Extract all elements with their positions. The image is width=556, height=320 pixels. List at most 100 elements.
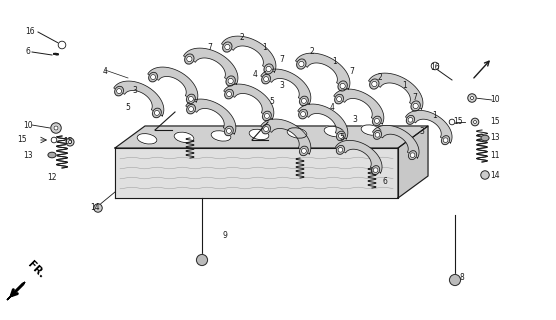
Ellipse shape bbox=[186, 94, 195, 104]
Text: 11: 11 bbox=[490, 150, 500, 159]
Circle shape bbox=[151, 75, 156, 80]
Ellipse shape bbox=[115, 86, 123, 96]
Text: 2: 2 bbox=[310, 47, 314, 57]
Ellipse shape bbox=[373, 130, 381, 139]
Circle shape bbox=[431, 62, 439, 70]
Circle shape bbox=[226, 92, 232, 97]
Circle shape bbox=[449, 119, 455, 125]
Circle shape bbox=[228, 78, 234, 84]
Circle shape bbox=[266, 66, 271, 72]
Polygon shape bbox=[7, 282, 25, 300]
Polygon shape bbox=[261, 69, 311, 104]
Ellipse shape bbox=[361, 125, 381, 135]
Polygon shape bbox=[298, 104, 348, 139]
Text: 6: 6 bbox=[26, 47, 31, 57]
Polygon shape bbox=[334, 89, 384, 124]
Text: 3: 3 bbox=[132, 85, 137, 94]
Circle shape bbox=[375, 132, 380, 137]
Text: 8: 8 bbox=[460, 274, 464, 283]
Text: 15: 15 bbox=[490, 117, 500, 126]
Circle shape bbox=[226, 128, 231, 133]
Text: 14: 14 bbox=[90, 204, 100, 212]
Ellipse shape bbox=[225, 126, 234, 136]
Text: 1: 1 bbox=[262, 44, 267, 52]
Circle shape bbox=[481, 171, 489, 179]
Ellipse shape bbox=[287, 128, 307, 138]
Polygon shape bbox=[398, 126, 428, 198]
Text: FR.: FR. bbox=[26, 259, 47, 280]
Circle shape bbox=[301, 112, 306, 116]
Polygon shape bbox=[261, 119, 311, 154]
Ellipse shape bbox=[371, 166, 380, 175]
Ellipse shape bbox=[174, 132, 194, 143]
Text: 2: 2 bbox=[378, 74, 383, 83]
Text: 14: 14 bbox=[490, 171, 500, 180]
Polygon shape bbox=[405, 110, 452, 143]
Ellipse shape bbox=[335, 94, 344, 104]
Polygon shape bbox=[114, 81, 164, 116]
Circle shape bbox=[117, 89, 122, 93]
Ellipse shape bbox=[409, 151, 416, 160]
Ellipse shape bbox=[338, 81, 348, 91]
Polygon shape bbox=[369, 73, 423, 109]
Circle shape bbox=[94, 204, 102, 212]
Circle shape bbox=[301, 99, 306, 103]
Circle shape bbox=[470, 96, 474, 100]
Ellipse shape bbox=[262, 111, 271, 121]
Polygon shape bbox=[221, 36, 276, 72]
Circle shape bbox=[373, 168, 378, 172]
Polygon shape bbox=[373, 125, 419, 158]
Polygon shape bbox=[115, 126, 428, 148]
Circle shape bbox=[301, 148, 306, 153]
Circle shape bbox=[54, 126, 58, 130]
Text: 15: 15 bbox=[63, 138, 73, 147]
Circle shape bbox=[264, 126, 269, 132]
Circle shape bbox=[299, 61, 304, 67]
Ellipse shape bbox=[48, 152, 56, 158]
Circle shape bbox=[188, 107, 193, 112]
Ellipse shape bbox=[137, 133, 157, 144]
Text: 7: 7 bbox=[280, 55, 285, 65]
Text: 12: 12 bbox=[47, 173, 57, 182]
Text: 13: 13 bbox=[23, 150, 33, 159]
Text: 1: 1 bbox=[403, 81, 408, 90]
Ellipse shape bbox=[226, 76, 235, 86]
Polygon shape bbox=[183, 48, 238, 84]
Text: 1: 1 bbox=[433, 110, 438, 119]
Ellipse shape bbox=[148, 72, 157, 82]
Text: 7: 7 bbox=[207, 44, 212, 52]
Text: 16: 16 bbox=[25, 28, 35, 36]
Text: 10: 10 bbox=[490, 95, 500, 105]
Polygon shape bbox=[115, 148, 398, 198]
Circle shape bbox=[51, 123, 61, 133]
Ellipse shape bbox=[222, 42, 232, 52]
Circle shape bbox=[58, 41, 66, 49]
Ellipse shape bbox=[249, 129, 269, 140]
Circle shape bbox=[196, 254, 207, 266]
Circle shape bbox=[187, 56, 192, 62]
Circle shape bbox=[339, 133, 344, 139]
Circle shape bbox=[410, 153, 415, 157]
Polygon shape bbox=[295, 53, 350, 89]
Circle shape bbox=[338, 148, 343, 152]
Text: 4: 4 bbox=[102, 68, 107, 76]
Text: 5: 5 bbox=[340, 133, 344, 142]
Text: 15: 15 bbox=[453, 117, 463, 126]
Ellipse shape bbox=[336, 131, 345, 141]
Circle shape bbox=[471, 118, 479, 126]
Circle shape bbox=[443, 138, 448, 142]
Text: 9: 9 bbox=[222, 230, 227, 239]
Ellipse shape bbox=[152, 108, 161, 118]
Circle shape bbox=[225, 44, 230, 50]
Ellipse shape bbox=[406, 116, 415, 124]
Ellipse shape bbox=[187, 104, 196, 114]
Polygon shape bbox=[335, 140, 382, 173]
Text: 10: 10 bbox=[23, 121, 33, 130]
Circle shape bbox=[51, 137, 57, 143]
Circle shape bbox=[413, 103, 418, 109]
Ellipse shape bbox=[373, 116, 381, 126]
Polygon shape bbox=[224, 84, 274, 119]
Ellipse shape bbox=[370, 79, 379, 89]
Ellipse shape bbox=[411, 101, 420, 111]
Polygon shape bbox=[148, 67, 198, 102]
